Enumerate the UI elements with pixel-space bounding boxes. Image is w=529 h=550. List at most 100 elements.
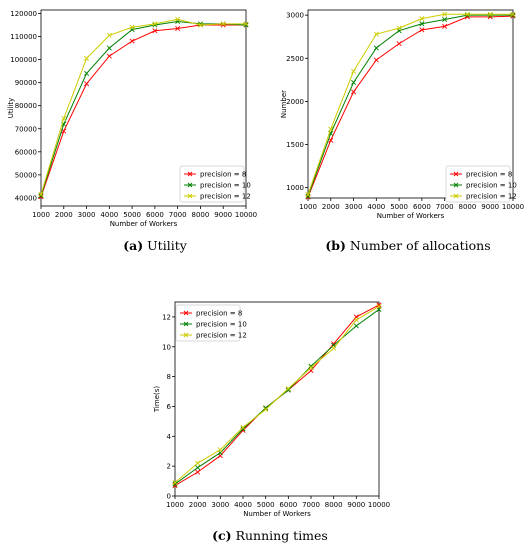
plot-frame bbox=[307, 9, 514, 199]
data-point bbox=[175, 16, 181, 22]
x-tick-label: 5000 bbox=[123, 211, 141, 219]
data-point bbox=[419, 21, 425, 27]
x-tick-label: 7000 bbox=[436, 203, 454, 211]
x-tick-label: 5000 bbox=[390, 203, 408, 211]
x-tick-label: 6000 bbox=[279, 501, 297, 509]
data-point bbox=[351, 68, 357, 74]
x-tick-label: 10000 bbox=[368, 501, 390, 509]
y-tick-label: 1000 bbox=[286, 184, 304, 192]
data-point bbox=[285, 386, 291, 392]
y-tick-label: 40000 bbox=[15, 194, 37, 202]
y-tick-label: 3000 bbox=[286, 12, 304, 20]
data-point bbox=[106, 53, 112, 59]
x-tick-label: 8000 bbox=[325, 501, 343, 509]
data-point bbox=[442, 11, 448, 17]
series-line bbox=[307, 13, 513, 195]
data-point bbox=[351, 79, 357, 85]
data-point bbox=[243, 21, 249, 27]
x-tick-label: 4000 bbox=[234, 501, 252, 509]
y-tick-label: 120000 bbox=[10, 10, 37, 18]
legend-label: precision = 8 bbox=[196, 310, 242, 318]
data-point bbox=[464, 11, 470, 17]
x-axis-label: Number of Workers bbox=[110, 220, 178, 228]
x-tick-label: 6000 bbox=[413, 203, 431, 211]
legend-marker bbox=[187, 182, 193, 188]
x-tick-label: 1000 bbox=[166, 501, 184, 509]
series-line bbox=[174, 306, 380, 483]
x-tick-label: 1000 bbox=[32, 211, 50, 219]
series-line bbox=[307, 15, 514, 198]
series-line bbox=[40, 24, 246, 197]
data-point bbox=[129, 38, 135, 44]
data-point bbox=[129, 24, 135, 30]
legend-marker bbox=[183, 321, 189, 327]
x-tick-label: 2000 bbox=[189, 501, 207, 509]
caption-letter: (b) bbox=[325, 238, 346, 253]
x-tick-label: 4000 bbox=[100, 211, 118, 219]
data-point bbox=[263, 406, 269, 412]
data-point bbox=[38, 191, 44, 197]
y-tick-label: 4 bbox=[167, 433, 172, 441]
plot-frame bbox=[40, 9, 247, 207]
plot-frame bbox=[174, 301, 380, 497]
data-point bbox=[487, 12, 493, 18]
legend-marker bbox=[183, 332, 189, 338]
y-tick-label: 50000 bbox=[15, 171, 37, 179]
legend-marker bbox=[183, 310, 189, 316]
data-point bbox=[419, 16, 425, 22]
y-tick-label: 100000 bbox=[10, 56, 37, 64]
data-point bbox=[331, 341, 337, 347]
data-point bbox=[376, 302, 382, 308]
legend-marker bbox=[453, 171, 459, 177]
x-tick-label: 9000 bbox=[347, 501, 365, 509]
x-tick-label: 7000 bbox=[169, 211, 187, 219]
caption-utility: (a) Utility bbox=[70, 238, 240, 253]
data-point bbox=[442, 23, 448, 29]
data-point bbox=[305, 192, 311, 198]
x-tick-label: 2000 bbox=[322, 203, 340, 211]
y-tick-label: 12 bbox=[162, 313, 171, 321]
data-point bbox=[240, 426, 246, 432]
y-tick-label: 60000 bbox=[15, 148, 37, 156]
data-point bbox=[464, 12, 470, 18]
y-tick-label: 2 bbox=[167, 463, 171, 471]
x-axis-label: Number of Workers bbox=[377, 212, 445, 220]
data-point bbox=[396, 25, 402, 31]
y-axis-label: Utility bbox=[7, 98, 15, 119]
legend-label: precision = 12 bbox=[200, 193, 251, 201]
data-point bbox=[308, 365, 314, 371]
data-point bbox=[217, 447, 223, 453]
y-tick-label: 80000 bbox=[15, 102, 37, 110]
y-tick-label: 6 bbox=[167, 403, 172, 411]
data-point bbox=[285, 387, 291, 393]
x-axis-label: Number of Workers bbox=[243, 510, 311, 518]
data-point bbox=[195, 465, 201, 471]
legend-box bbox=[175, 304, 241, 342]
x-tick-label: 9000 bbox=[214, 211, 232, 219]
legend-marker bbox=[187, 193, 193, 199]
y-axis-label: Time(s) bbox=[153, 386, 161, 414]
data-point bbox=[353, 317, 359, 323]
y-tick-label: 10 bbox=[162, 343, 171, 351]
data-point bbox=[487, 11, 493, 17]
data-point bbox=[172, 481, 178, 487]
x-tick-label: 10000 bbox=[502, 203, 524, 211]
data-point bbox=[328, 126, 334, 132]
data-point bbox=[419, 27, 425, 33]
y-tick-label: 90000 bbox=[15, 79, 37, 87]
legend-label: precision = 12 bbox=[466, 193, 517, 201]
data-point bbox=[84, 55, 90, 61]
data-point bbox=[353, 323, 359, 329]
data-point bbox=[510, 12, 516, 18]
legend-label: precision = 10 bbox=[466, 182, 517, 190]
y-axis-label: Number bbox=[280, 90, 288, 118]
x-tick-label: 5000 bbox=[257, 501, 275, 509]
series-line bbox=[307, 14, 513, 197]
x-tick-label: 3000 bbox=[78, 211, 96, 219]
legend-label: precision = 12 bbox=[196, 332, 247, 340]
caption-letter: (a) bbox=[123, 238, 144, 253]
x-tick-label: 3000 bbox=[211, 501, 229, 509]
